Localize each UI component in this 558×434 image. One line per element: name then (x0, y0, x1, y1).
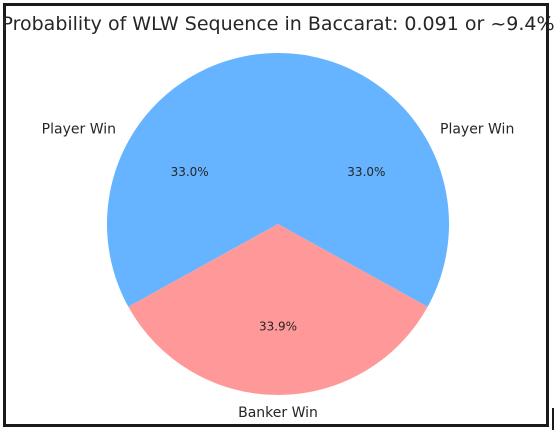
slice-label-3: Player Win (440, 121, 514, 137)
pie-slice-3 (278, 53, 450, 307)
slice-percent-3: 33.0% (347, 165, 385, 179)
slice-percent-2: 33.9% (259, 320, 297, 334)
pie-slice-1 (106, 52, 278, 307)
pie-slice-2 (128, 224, 428, 396)
slice-label-2: Banker Win (238, 405, 318, 421)
slice-percent-1: 33.0% (171, 165, 209, 179)
edge-mark (552, 408, 554, 430)
chart-title: Probability of WLW Sequence in Baccarat:… (1, 13, 554, 35)
pie-labels: Player Win 33.0% Banker Win 33.9% Player Win… (42, 121, 515, 421)
pie-slices (106, 52, 450, 396)
slice-label-1: Player Win (42, 121, 116, 137)
